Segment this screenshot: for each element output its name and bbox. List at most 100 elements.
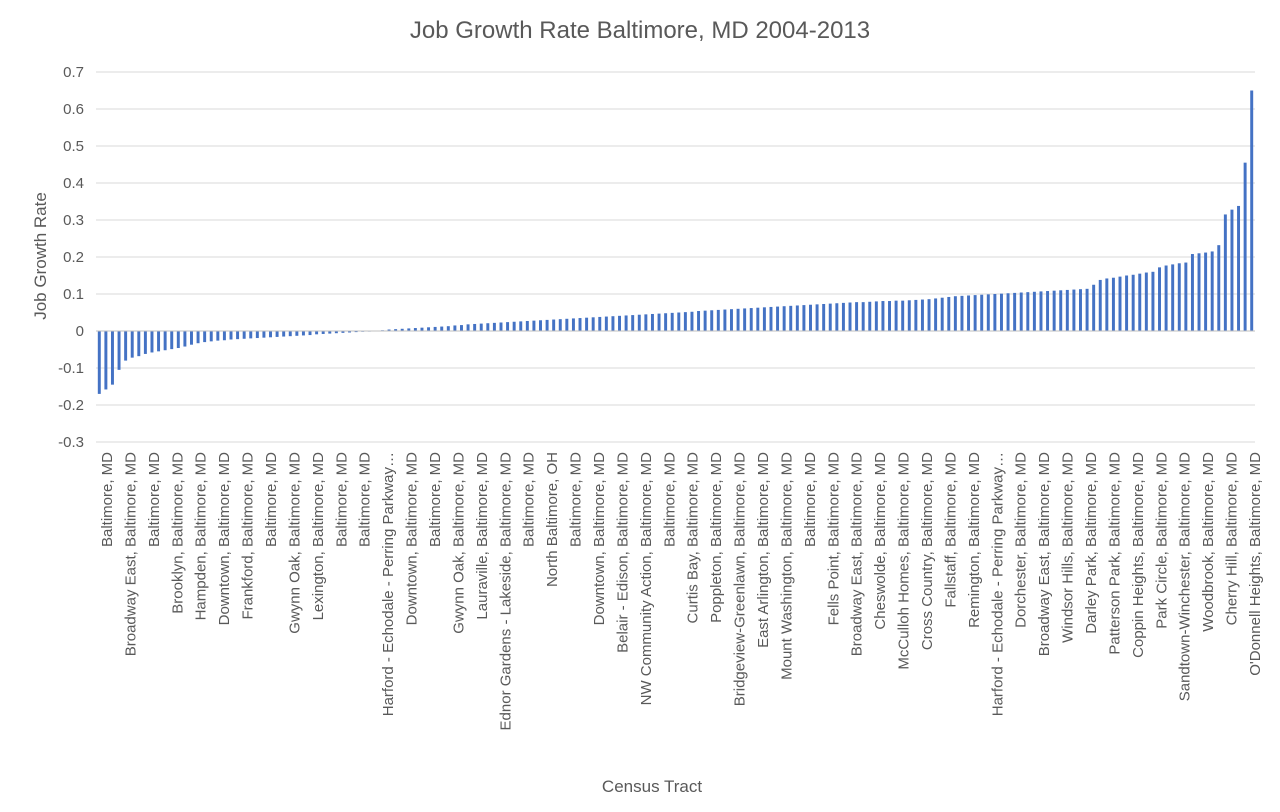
bar [446, 326, 450, 331]
bar [657, 313, 661, 331]
x-tick-label: McCulloh Homes, Baltimore, MD [896, 452, 913, 670]
gridlines [96, 71, 1255, 443]
bar [222, 331, 226, 341]
bar [1230, 209, 1234, 331]
bar [387, 329, 391, 331]
x-tick-label: Baltimore, MD [146, 452, 163, 547]
x-tick-label: Bridgeview-Greenlawn, Baltimore, MD [732, 452, 749, 706]
bar [920, 299, 924, 331]
bar [348, 331, 352, 333]
bar [743, 308, 747, 331]
x-tick-label: Belair - Edison, Baltimore, MD [614, 452, 631, 653]
bar [690, 311, 694, 331]
bar [1111, 277, 1115, 331]
y-tick-label: 0.1 [63, 286, 84, 303]
bar [1197, 253, 1201, 331]
bar [789, 305, 793, 331]
x-tick-label: Curtis Bay, Baltimore, MD [685, 452, 702, 624]
x-axis-category-labels: Baltimore, MD Broadway East, Baltimore, M… [99, 452, 1264, 731]
bar [479, 323, 483, 331]
x-tick-label: Harford - Echodale - Perring Parkway… [989, 452, 1006, 716]
bar [288, 331, 292, 337]
bar [1026, 292, 1030, 331]
bar [716, 309, 720, 331]
bar [427, 327, 431, 331]
x-tick-label: Remington, Baltimore, MD [966, 452, 983, 628]
bar [229, 331, 233, 340]
bar [934, 298, 938, 331]
x-tick-label: Downtown, Baltimore, MD [591, 452, 608, 626]
bar [354, 331, 358, 333]
bar [578, 318, 582, 331]
x-tick-label: Broadway East, Baltimore, MD [849, 452, 866, 656]
bar [848, 302, 852, 331]
bar [466, 324, 470, 331]
x-tick-label: Baltimore, MD [802, 452, 819, 547]
y-tick-label: 0.2 [63, 249, 84, 266]
bar [980, 294, 984, 331]
bar [130, 331, 134, 358]
bar [334, 331, 338, 334]
bar [301, 331, 305, 336]
x-tick-label: Brooklyn, Baltimore, MD [169, 452, 186, 614]
bar [967, 295, 971, 331]
bar [183, 331, 187, 347]
bar [1190, 254, 1194, 331]
bar [947, 296, 951, 331]
bar [782, 306, 786, 331]
bar [888, 301, 891, 331]
y-tick-label: 0.4 [63, 175, 84, 192]
bar [809, 304, 812, 331]
bar [835, 303, 839, 331]
bar [822, 303, 826, 331]
bar [815, 304, 819, 331]
bar [1138, 273, 1142, 331]
bar [1092, 284, 1096, 331]
bar [433, 326, 437, 331]
bar [440, 326, 444, 331]
bar [203, 331, 207, 343]
bar [736, 308, 740, 331]
bar [650, 313, 654, 331]
bar [1177, 263, 1181, 331]
x-tick-label: Fells Point, Baltimore, MD [825, 452, 842, 626]
bar [249, 331, 253, 339]
bar [986, 294, 990, 331]
bar [762, 307, 766, 331]
bar [420, 327, 424, 331]
bar [236, 331, 240, 340]
bar [394, 329, 398, 331]
bar [282, 331, 286, 337]
bar [1217, 245, 1221, 331]
bar [506, 322, 510, 331]
bar [124, 331, 128, 361]
x-tick-label: Broadway East, Baltimore, MD [1036, 452, 1053, 656]
x-tick-label: Lauraville, Baltimore, MD [474, 452, 491, 620]
x-tick-label: Darley Park, Baltimore, MD [1083, 452, 1100, 634]
bar [940, 297, 944, 331]
y-tick-label: 0.7 [63, 64, 84, 81]
bar [1210, 251, 1214, 331]
bar [1158, 267, 1161, 331]
bar [776, 306, 780, 331]
bar [110, 331, 114, 385]
bar [907, 300, 911, 331]
bar [1250, 90, 1254, 331]
x-tick-label: Baltimore, MD [521, 452, 538, 547]
bar [861, 302, 865, 331]
bar [1105, 278, 1109, 331]
bar [927, 299, 931, 331]
bar [104, 331, 108, 390]
bar [1085, 288, 1089, 331]
bar [1144, 272, 1148, 331]
x-tick-label: East Arlington, Baltimore, MD [755, 452, 772, 648]
bar [1118, 276, 1122, 331]
bar [624, 315, 628, 331]
bar [960, 295, 964, 331]
bar [308, 331, 312, 336]
bar [677, 312, 681, 331]
bar [723, 309, 727, 331]
x-axis-label: Census Tract [602, 777, 702, 796]
